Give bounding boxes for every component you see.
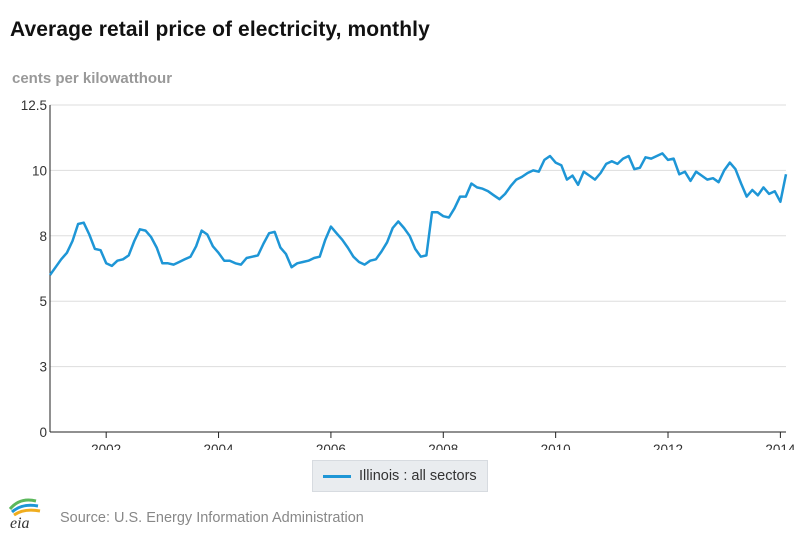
- y-tick-label: 8: [39, 229, 47, 244]
- eia-logo-icon: eia: [8, 498, 41, 531]
- legend[interactable]: Illinois : all sectors: [312, 460, 488, 492]
- line-chart: 0 3 5 8 10 12.5 2002 2004 2006 2008 2010 2012 2014: [21, 98, 796, 450]
- y-tick-label: 0: [39, 425, 47, 440]
- x-tick-label: 2002: [91, 442, 121, 450]
- y-tick-label: 5: [39, 294, 47, 309]
- y-tick-label: 10: [32, 163, 47, 178]
- source-text: Source: U.S. Energy Information Administ…: [60, 510, 364, 526]
- x-tick-label: 2006: [316, 442, 346, 450]
- footer: eia Source: U.S. Energy Information Admi…: [6, 495, 364, 531]
- chart-title: Average retail price of electricity, mon…: [10, 18, 430, 41]
- y-tick-label: 12.5: [21, 98, 47, 113]
- eia-logo-text: eia: [10, 515, 30, 531]
- units-label: cents per kilowatthour: [12, 70, 173, 87]
- x-tick-label: 2014: [765, 442, 796, 450]
- x-tick-label: 2008: [428, 442, 458, 450]
- x-tick-label: 2010: [541, 442, 571, 450]
- y-tick-label: 3: [39, 360, 47, 375]
- legend-swatch: [323, 474, 351, 478]
- legend-label: Illinois : all sectors: [359, 468, 477, 484]
- series-line: [48, 152, 788, 276]
- x-tick-label: 2004: [204, 442, 235, 450]
- x-tick-label: 2012: [653, 442, 683, 450]
